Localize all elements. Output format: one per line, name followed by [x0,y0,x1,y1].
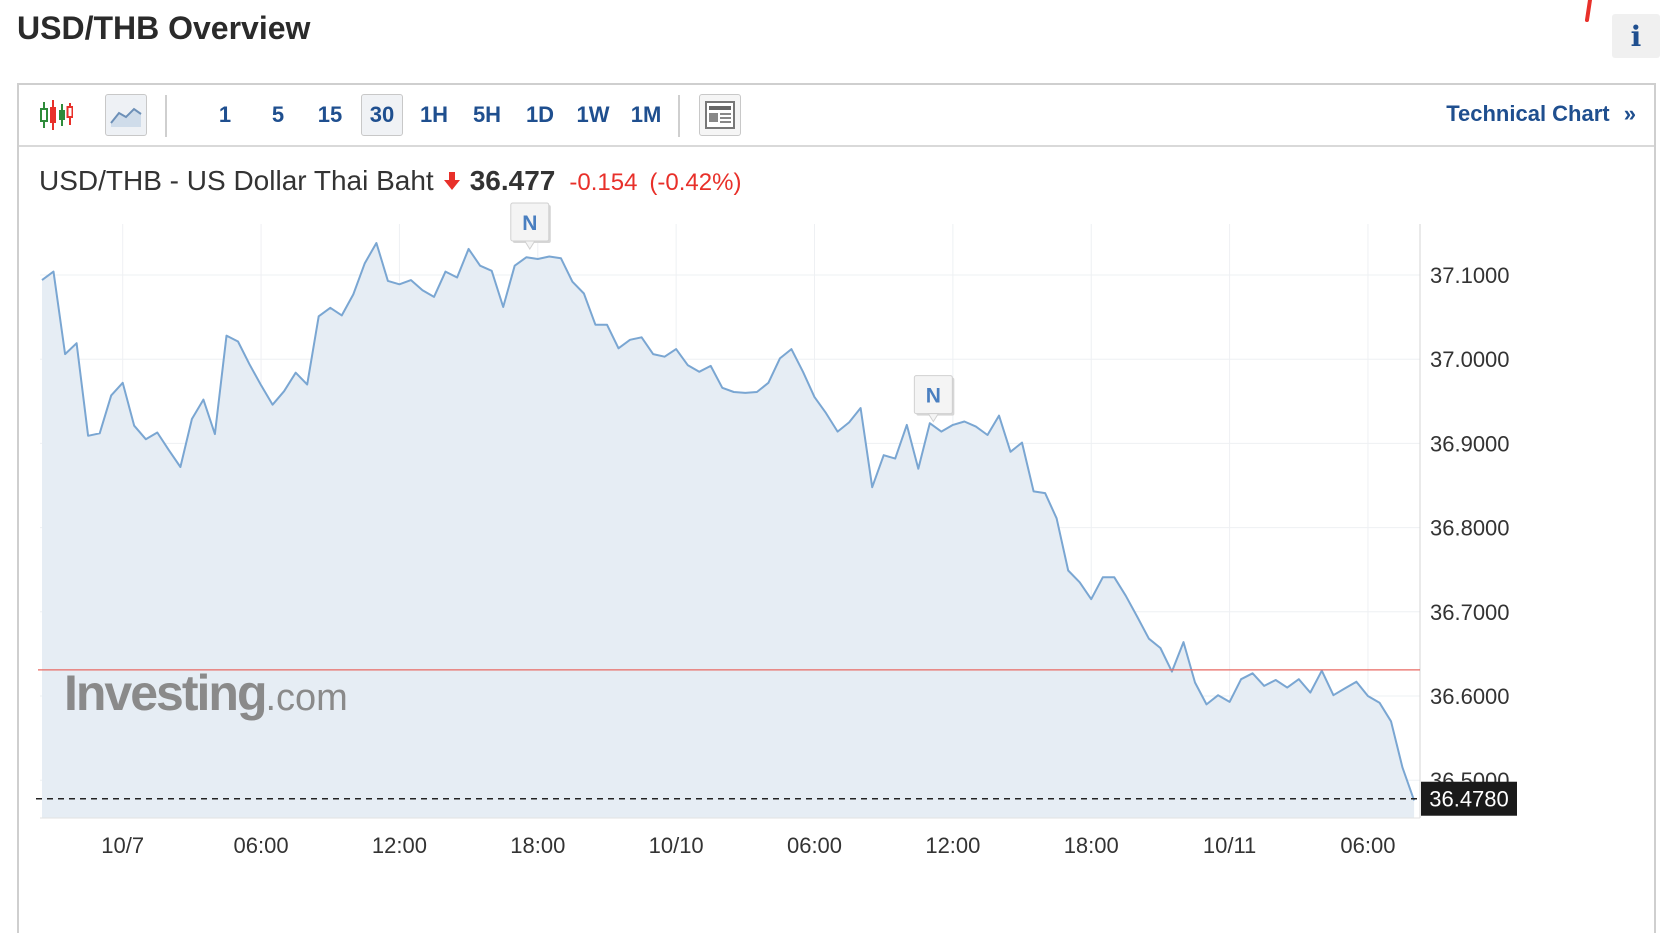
down-arrow-icon [443,172,460,190]
x-tick-label: 06:00 [1340,833,1395,858]
timeframe-15-button[interactable]: 15 [317,102,343,127]
toolbar-divider [165,95,167,137]
news-marker-label: N [522,212,537,235]
y-tick-label: 36.7000 [1430,600,1510,625]
instrument-name: USD/THB - US Dollar Thai Baht [39,165,434,196]
timeframe-1m-button[interactable]: 1M [630,102,662,127]
news-marker-label: N [926,385,941,408]
y-tick-label: 37.0000 [1430,347,1510,372]
page-title: USD/THB Overview [17,10,311,46]
news-marker-pointer [927,413,940,423]
news-marker-pointer [523,240,536,250]
price-line [41,242,1416,801]
x-tick-label: 12:00 [372,833,427,858]
x-tick-label: 10/7 [101,833,144,858]
technical-chart-link[interactable]: Technical Chart » [1446,101,1636,127]
double-chevron-right-icon: » [1623,101,1636,126]
price-area-fill [42,243,1415,818]
chart-toolbar: 1 5 15 30 1H 5H 1D 1W 1M Technical Chart » [19,85,1654,147]
x-tick-label: 06:00 [787,833,842,858]
toolbar-divider [678,95,680,137]
x-tick-label: 10/10 [649,833,704,858]
chart-panel: 1 5 15 30 1H 5H 1D 1W 1M Technical Chart » USD/T… [17,83,1656,933]
timeframe-1h-button[interactable]: 1H [419,102,449,127]
x-tick-label: 06:00 [234,833,289,858]
last-price: 36.477 [469,165,556,196]
technical-chart-label: Technical Chart [1446,101,1610,126]
candlestick-icon[interactable] [35,94,77,136]
x-tick-label: 18:00 [1064,833,1119,858]
y-tick-label: 37.1000 [1430,263,1510,288]
y-tick-label: 36.8000 [1430,516,1510,541]
timeframe-30-button[interactable]: 30 [361,94,403,136]
x-tick-label: 12:00 [925,833,980,858]
info-button[interactable]: i [1612,14,1660,58]
timeframe-5h-button[interactable]: 5H [472,102,502,127]
timeframe-1w-button[interactable]: 1W [576,102,610,127]
quote-header: USD/THB - US Dollar Thai Baht 36.477 -0.… [39,165,741,197]
x-tick-label: 10/11 [1203,833,1256,858]
timeframe-1-button[interactable]: 1 [218,102,232,127]
area-chart-icon[interactable] [105,94,147,136]
y-tick-label: 36.6000 [1430,684,1510,709]
x-tick-label: 18:00 [510,833,565,858]
timeframe-5-button[interactable]: 5 [271,102,285,127]
timeframe-1d-button[interactable]: 1D [525,102,555,127]
decorative-red-mark [1585,0,1592,22]
y-tick-label: 36.9000 [1430,431,1510,456]
news-layout-icon[interactable] [699,94,741,136]
price-change-percent: (-0.42%) [649,169,742,196]
investing-watermark: Investing.com [64,665,348,721]
last-price-tag [1421,781,1517,816]
last-price-label: 36.4780 [1429,787,1509,812]
price-change: -0.154 [569,169,638,196]
